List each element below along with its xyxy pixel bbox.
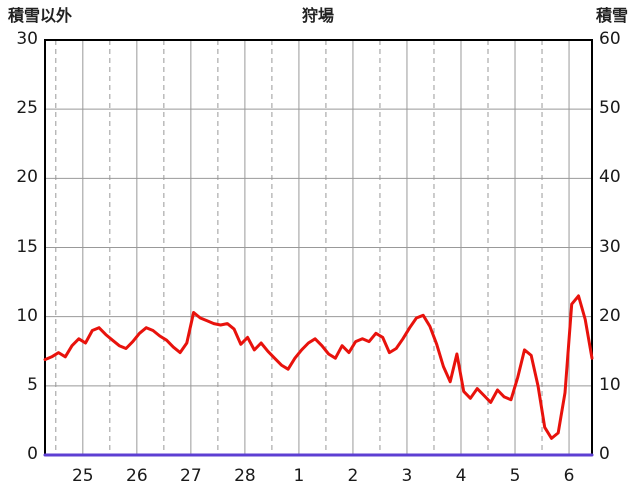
left-axis-tick-label: 10 bbox=[16, 305, 38, 326]
x-axis-day-label: 5 bbox=[509, 466, 521, 486]
right-axis-tick-label: 20 bbox=[599, 305, 621, 326]
x-axis-day-label: 28 bbox=[234, 466, 256, 486]
x-axis-day-label: 6 bbox=[563, 466, 575, 486]
right-axis-tick-label: 60 bbox=[599, 29, 621, 49]
right-axis-tick-label: 30 bbox=[599, 236, 621, 257]
right-axis-tick-label: 50 bbox=[599, 98, 621, 119]
x-axis-day-label: 26 bbox=[126, 466, 148, 486]
non-snow-line bbox=[43, 294, 594, 440]
left-axis-title: 積雪以外 bbox=[8, 6, 73, 25]
station-name: 狩場 bbox=[301, 6, 334, 25]
right-axis-tick-label: 40 bbox=[599, 167, 621, 188]
right-axis-tick-label: 10 bbox=[599, 374, 621, 395]
x-axis-day-label: 1 bbox=[293, 466, 305, 486]
left-axis-tick-label: 20 bbox=[16, 167, 38, 188]
x-axis-day-label: 3 bbox=[401, 466, 413, 486]
left-axis-tick-label: 30 bbox=[16, 29, 38, 49]
left-axis-tick-label: 25 bbox=[16, 98, 38, 119]
left-axis-tick-label: 5 bbox=[27, 374, 38, 395]
x-axis-day-label: 25 bbox=[71, 466, 94, 486]
x-axis-day-label: 4 bbox=[455, 466, 467, 486]
right-axis-tick-label: 0 bbox=[599, 444, 610, 464]
left-axis-tick-label: 15 bbox=[16, 236, 38, 257]
x-axis-day-label: 27 bbox=[180, 466, 202, 486]
x-axis-day-label: 2 bbox=[347, 466, 359, 486]
left-axis-tick-label: 0 bbox=[27, 444, 38, 464]
right-axis-title: 積雪 bbox=[595, 6, 628, 25]
